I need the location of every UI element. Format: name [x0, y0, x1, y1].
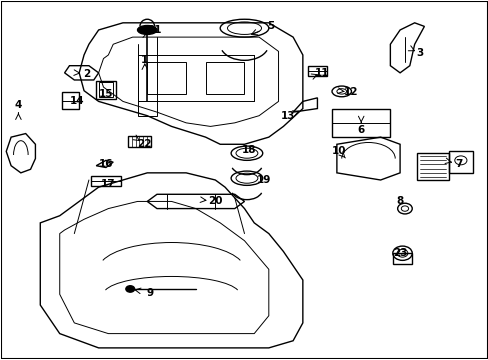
Bar — [448, 152, 472, 173]
Text: 17: 17 — [101, 179, 116, 189]
Text: 10: 10 — [331, 147, 346, 157]
Text: 12: 12 — [344, 87, 358, 98]
Bar — [416, 153, 448, 180]
Text: 3: 3 — [415, 48, 422, 58]
Text: 4: 4 — [15, 100, 22, 110]
Text: 21: 21 — [147, 25, 162, 35]
Text: 15: 15 — [99, 89, 113, 99]
Text: 9: 9 — [146, 288, 153, 297]
Bar — [99, 82, 113, 97]
Bar — [307, 66, 326, 76]
Bar — [205, 62, 244, 94]
Bar — [392, 253, 411, 264]
Text: 22: 22 — [137, 139, 152, 149]
Text: 14: 14 — [69, 96, 84, 107]
Text: 7: 7 — [454, 159, 461, 169]
Bar — [91, 176, 120, 186]
Ellipse shape — [137, 26, 157, 35]
Bar — [147, 62, 186, 94]
Text: 6: 6 — [357, 125, 364, 135]
Ellipse shape — [125, 286, 134, 292]
Text: 16: 16 — [99, 159, 113, 169]
Text: 18: 18 — [242, 145, 256, 155]
Text: 8: 8 — [396, 197, 403, 206]
Text: 11: 11 — [314, 68, 329, 78]
Text: 19: 19 — [256, 175, 270, 185]
Bar — [331, 109, 389, 137]
Text: 2: 2 — [82, 68, 90, 78]
Bar — [96, 81, 116, 99]
Text: 23: 23 — [392, 248, 407, 258]
Bar — [62, 93, 79, 109]
Text: 1: 1 — [141, 55, 148, 65]
Text: 13: 13 — [281, 111, 295, 121]
Bar — [127, 136, 151, 147]
Text: 5: 5 — [267, 21, 274, 31]
Text: 20: 20 — [208, 197, 222, 206]
